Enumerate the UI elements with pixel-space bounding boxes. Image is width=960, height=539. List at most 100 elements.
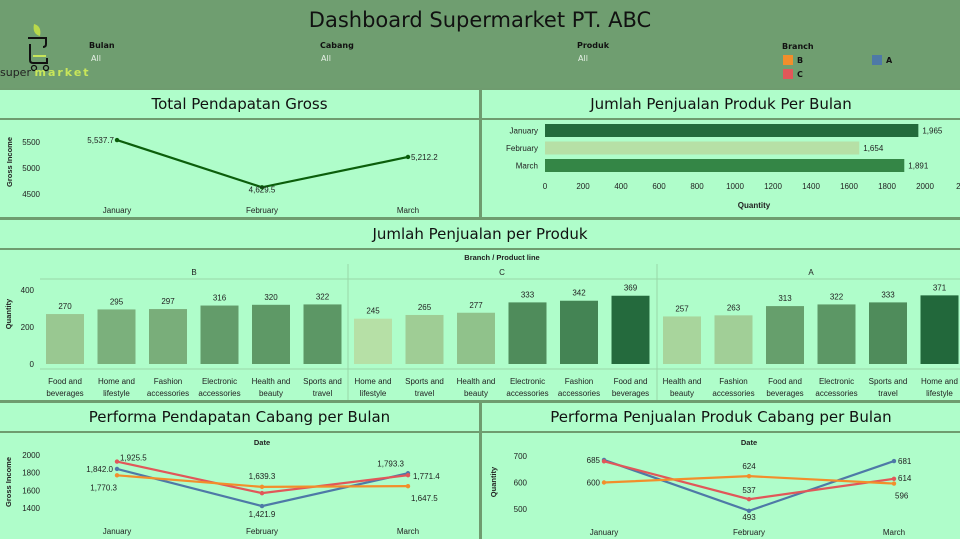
dashboard-header: Dashboard Supermarket PT. ABC super mark… <box>0 0 960 88</box>
data-point <box>746 473 752 479</box>
data-point <box>259 484 265 490</box>
bar <box>457 312 495 364</box>
data-label: 322 <box>316 292 330 301</box>
x-category-label: travel <box>313 389 333 398</box>
x-category-label: beauty <box>464 389 488 398</box>
data-label: 1,647.5 <box>411 494 438 503</box>
x-category-label: Health and <box>663 377 702 386</box>
x-tick-label: March <box>397 527 419 536</box>
bar <box>200 305 239 364</box>
x-tick-label: 1600 <box>840 182 858 191</box>
x-category-label: Health and <box>252 377 291 386</box>
y-tick-label: 1600 <box>22 486 40 495</box>
data-label: 1,770.3 <box>90 483 117 492</box>
x-category-label: Electronic <box>202 377 237 386</box>
bar <box>303 304 342 364</box>
x-category-label: Sports and <box>303 377 342 386</box>
legend-label-c[interactable]: C <box>797 70 803 79</box>
data-label: 1,842.0 <box>86 465 113 474</box>
y-tick-label: 200 <box>21 323 35 332</box>
x-category-label: travel <box>415 389 435 398</box>
x-tick-label: 2000 <box>916 182 934 191</box>
data-point <box>114 137 120 143</box>
y-tick-label: 5000 <box>22 164 40 173</box>
filter-produk-dropdown[interactable]: All <box>578 54 588 63</box>
data-label: 333 <box>881 290 895 299</box>
x-tick-label: February <box>246 527 278 536</box>
filter-produk-label: Produk <box>577 41 610 50</box>
data-point <box>601 459 607 464</box>
x-tick-label: 1000 <box>726 182 744 191</box>
data-label: 1,639.3 <box>249 472 276 481</box>
bar <box>46 314 84 364</box>
x-category-label: Health and <box>457 377 496 386</box>
bar <box>663 316 701 364</box>
legend-swatch-c <box>783 69 793 79</box>
y-tick-label: 2000 <box>22 451 40 460</box>
data-point <box>405 483 411 489</box>
data-label: 371 <box>933 283 947 292</box>
bar <box>354 318 392 364</box>
x-category-label: accessories <box>558 389 600 398</box>
data-label: 4,629.5 <box>249 185 276 194</box>
x-category-label: Sports and <box>405 377 444 386</box>
data-label: 270 <box>58 302 72 311</box>
logo-text: super market <box>0 66 91 79</box>
legend-label-a[interactable]: A <box>886 56 893 65</box>
x-tick-label: 800 <box>690 182 704 191</box>
chart-header: Date <box>741 438 757 447</box>
data-label: 537 <box>742 486 756 495</box>
data-label: 313 <box>778 294 792 303</box>
data-label: 369 <box>624 284 638 293</box>
data-label: 245 <box>366 307 380 316</box>
group-label-b: B <box>191 268 196 277</box>
x-axis-title: Quantity <box>738 201 771 210</box>
x-tick-label: February <box>246 206 278 215</box>
x-tick-label: January <box>590 528 618 537</box>
x-category-label: Home and <box>355 377 392 386</box>
bar <box>149 309 187 364</box>
legend-swatch-b <box>783 55 793 65</box>
data-point <box>114 473 120 478</box>
data-label: 297 <box>161 297 175 306</box>
x-tick-label: 1800 <box>878 182 896 191</box>
data-point <box>259 503 265 509</box>
y-category-label: February <box>506 144 538 153</box>
data-label: 1,421.9 <box>249 510 276 519</box>
shopping-cart-logo-icon <box>28 24 50 72</box>
data-point <box>405 154 411 160</box>
data-label: 257 <box>675 304 689 313</box>
filter-bulan-dropdown[interactable]: All <box>91 54 101 63</box>
x-category-label: Fashion <box>154 377 182 386</box>
panel-branch-income: Performa Pendapatan Cabang per Bulan <box>0 403 479 539</box>
x-category-label: beverages <box>46 389 83 398</box>
y-tick-label: 1800 <box>22 469 40 478</box>
data-label: 685 <box>587 456 601 465</box>
bar <box>560 300 598 364</box>
y-tick-label: 400 <box>21 286 35 295</box>
y-axis-title: Gross Income <box>4 457 13 507</box>
data-label: 5,537.7 <box>87 136 114 145</box>
x-tick-label: 400 <box>614 182 628 191</box>
y-tick-label: 4500 <box>22 190 40 199</box>
filter-cabang-dropdown[interactable]: All <box>321 54 331 63</box>
data-point <box>601 480 607 485</box>
x-category-label: accessories <box>506 389 548 398</box>
x-tick-label: January <box>103 527 131 536</box>
panel-branch-quantity: Performa Penjualan Produk Cabang per Bul… <box>482 403 960 539</box>
y-category-label: March <box>516 162 538 171</box>
panel-title: Performa Pendapatan Cabang per Bulan <box>0 403 479 433</box>
data-label: 596 <box>895 492 909 501</box>
bar <box>252 304 290 364</box>
data-label: 1,891 <box>908 162 929 171</box>
x-category-label: beauty <box>670 389 694 398</box>
data-label: 322 <box>830 292 844 301</box>
filter-cabang-label: Cabang <box>320 41 354 50</box>
x-category-label: Food and <box>768 377 802 386</box>
legend-label-b[interactable]: B <box>797 56 804 65</box>
data-point <box>891 476 897 481</box>
x-category-label: accessories <box>815 389 857 398</box>
bar <box>869 302 907 364</box>
x-tick-label: March <box>397 206 419 215</box>
y-tick-label: 600 <box>514 479 528 488</box>
